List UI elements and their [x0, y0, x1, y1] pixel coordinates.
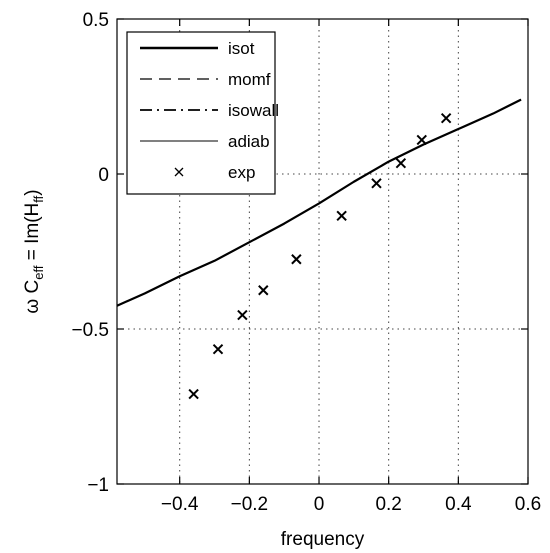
y-axis-label-suffix: ) [22, 189, 43, 195]
x-tick-labels: −0.4 −0.2 0 0.2 0.4 0.6 [161, 494, 541, 515]
exp-marker [416, 134, 427, 146]
legend-label-isot: isot [228, 39, 255, 58]
exp-marker [291, 254, 302, 265]
x-axis-label: frequency [281, 529, 365, 550]
x-tick-label: 0.2 [375, 494, 401, 515]
x-tick-label: 0.4 [445, 494, 472, 515]
y-tick-label: −0.5 [71, 320, 109, 341]
x-tick-label: 0.6 [515, 494, 541, 515]
exp-marker [237, 309, 248, 321]
axis-ticks [117, 18, 529, 485]
y-tick-label: 0 [98, 165, 109, 186]
y-axis-label-middle: = Im(H [22, 203, 43, 266]
y-tick-label: −1 [87, 475, 109, 496]
series-line-adiab [116, 99, 522, 307]
y-tick-labels: −1 −0.5 0 0.5 [71, 10, 109, 496]
exp-marker [395, 157, 407, 169]
legend-label-isowall: isowall [228, 101, 279, 120]
legend-box [126, 31, 276, 195]
exp-marker [258, 285, 269, 296]
exp-marker [371, 178, 382, 189]
y-axis-label-prefix-sub: eff [31, 265, 46, 280]
exp-marker [440, 112, 452, 124]
legend-swatch-exp [174, 167, 184, 177]
y-axis-label-prefix: ω C [22, 280, 43, 314]
exp-marker [212, 343, 224, 355]
legend: isot momf isowall adiab exp [126, 31, 279, 195]
legend-label-exp: exp [228, 163, 255, 182]
x-tick-label: −0.2 [231, 494, 269, 515]
legend-label-momf: momf [228, 70, 271, 89]
exp-marker [336, 210, 347, 222]
legend-label-adiab: adiab [228, 132, 270, 151]
x-tick-label: −0.4 [161, 494, 199, 515]
exp-marker [188, 388, 199, 400]
exp-markers [188, 112, 452, 400]
plot-frame [116, 18, 529, 485]
x-tick-label: 0 [314, 494, 325, 515]
y-axis-label-middle-sub: ff [31, 195, 46, 202]
y-tick-label: 0.5 [83, 10, 109, 31]
series-curves [116, 98, 522, 307]
y-axis-label: ω Ceff = Im(Hff) [22, 189, 46, 313]
